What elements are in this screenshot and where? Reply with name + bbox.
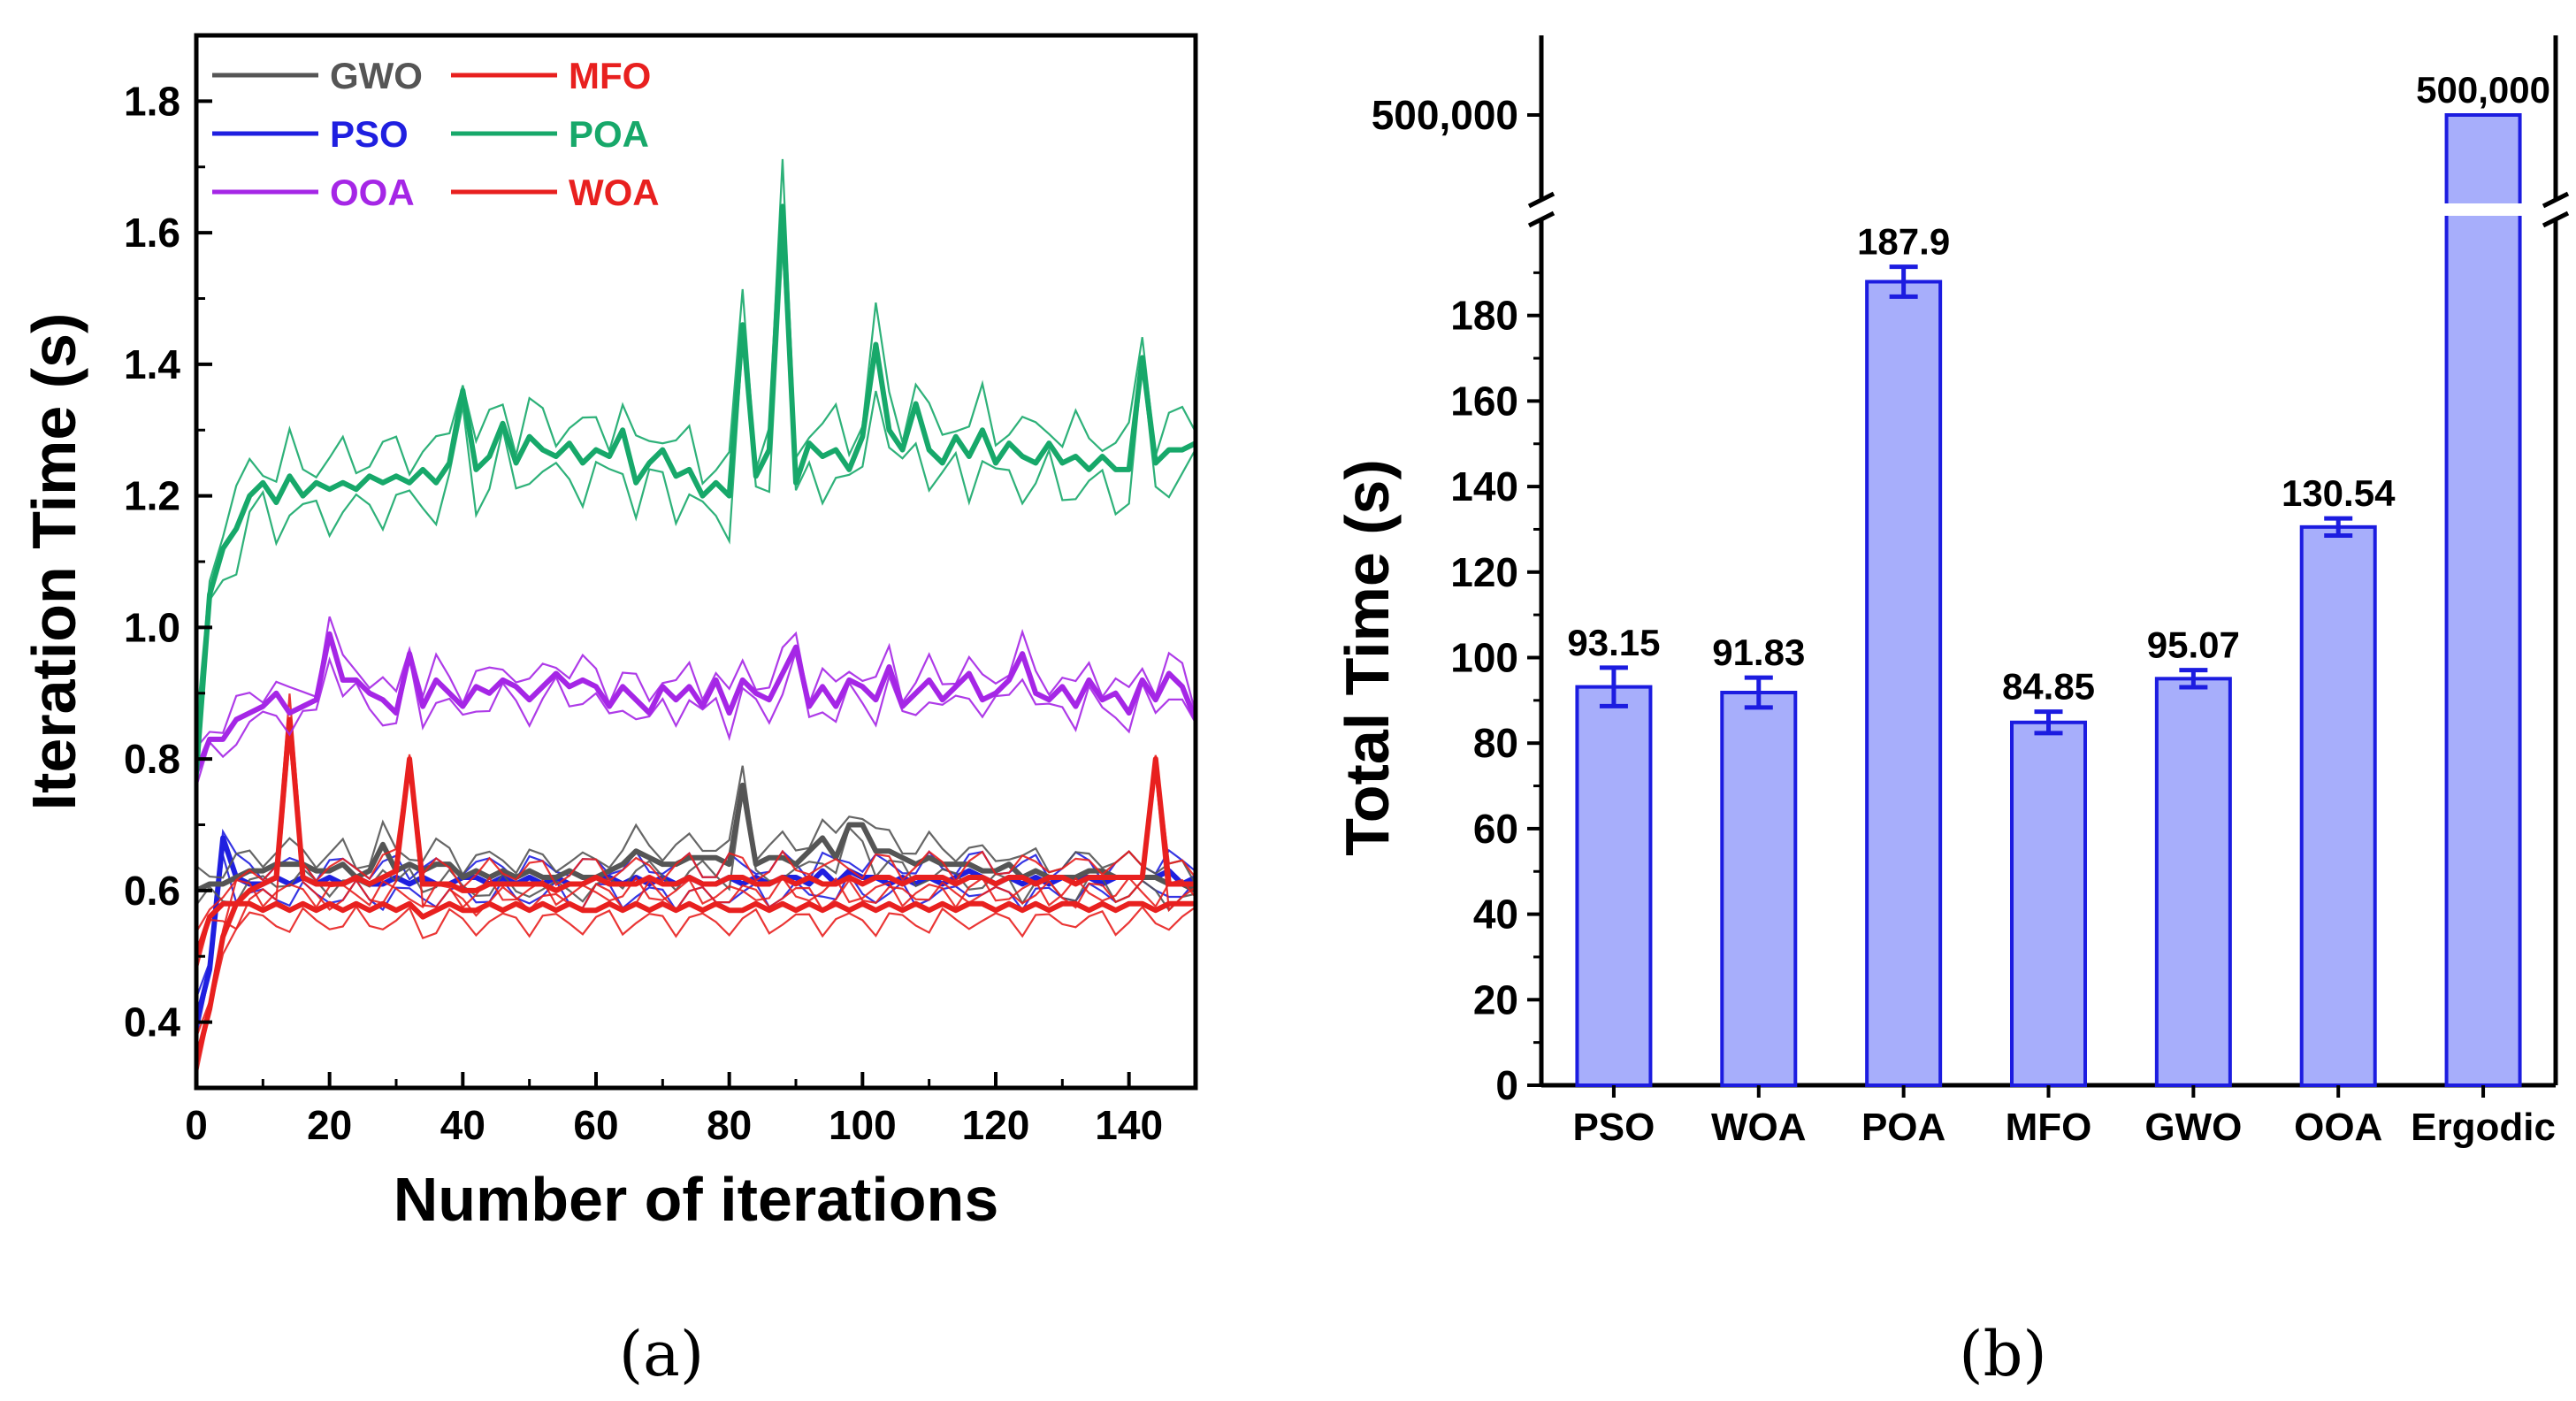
x-axis-title: Number of iterations <box>394 1165 999 1234</box>
series-band-ooa-upper <box>196 616 1196 749</box>
x-tick-label-woa: WOA <box>1711 1106 1807 1149</box>
y-tick-label: 80 <box>1473 720 1518 766</box>
data-label-poa: 187.9 <box>1857 221 1950 263</box>
plot-area <box>196 158 1196 1076</box>
x-tick-label-ergodic: Ergodic <box>2411 1106 2556 1149</box>
axis-break-mark <box>1527 191 1556 209</box>
x-tick-label-ooa: OOA <box>2294 1106 2382 1149</box>
data-label-gwo: 95.07 <box>2147 624 2240 666</box>
bar-chart-total-time: 0 20 40 60 80 100 120 140 160 180 500,000 93.15 PSO 9… <box>1333 35 2570 1149</box>
series-line-woa <box>196 900 1196 958</box>
x-tick-label: 60 <box>573 1102 618 1148</box>
x-tick-label-pso: PSO <box>1572 1106 1655 1149</box>
series-line-ooa <box>196 631 1196 774</box>
panel-caption-a: (a) <box>618 1318 705 1390</box>
series-band-woa-upper <box>196 876 1196 933</box>
y-tick-label: 1.8 <box>124 78 180 124</box>
series-band-ooa-lower <box>196 651 1196 787</box>
series-band-mfo-lower <box>196 740 1196 1076</box>
legend-label-poa: POA <box>569 113 649 155</box>
y-tick-label: 0.6 <box>124 868 180 914</box>
y-tick-label: 100 <box>1450 635 1518 681</box>
series-line-poa <box>196 203 1196 773</box>
y-tick-label: 0.4 <box>124 999 180 1045</box>
legend-label-mfo: MFO <box>569 55 651 96</box>
y-axis-title: Total Time (s) <box>1333 459 1402 856</box>
x-tick-label: 140 <box>1095 1102 1163 1148</box>
series-band-gwo-upper <box>196 765 1196 885</box>
x-tick-label: 20 <box>307 1102 352 1148</box>
bar-ooa <box>2299 524 2377 1087</box>
y-tick-label: 60 <box>1473 806 1518 852</box>
bar-gwo <box>2154 677 2232 1087</box>
data-label-ooa: 130.54 <box>2282 472 2396 514</box>
data-label-woa: 91.83 <box>1712 632 1805 673</box>
data-label-mfo: 84.85 <box>2002 666 2095 708</box>
panel-caption-b: (b) <box>1959 1318 2047 1390</box>
y-tick-label: 120 <box>1450 549 1518 595</box>
series-band-woa-lower <box>196 905 1196 971</box>
x-tick-label: 120 <box>962 1102 1030 1148</box>
y-tick-label: 160 <box>1450 378 1518 424</box>
bar-pso <box>1575 685 1653 1087</box>
x-tick-label: 80 <box>707 1102 752 1148</box>
y-axis-title: Iteration Time (s) <box>19 313 88 811</box>
y-tick-label: 1.0 <box>124 604 180 650</box>
axis-break-mark <box>2542 191 2570 209</box>
axis-break-mark <box>1527 211 1556 228</box>
x-tick-label: 0 <box>185 1102 208 1148</box>
y-tick-label: 1.2 <box>124 473 180 519</box>
y-tick-label: 1.4 <box>124 341 180 387</box>
legend-label-gwo: GWO <box>330 55 423 96</box>
x-tick-label: 40 <box>440 1102 485 1148</box>
bar-mfo <box>2010 720 2087 1087</box>
y-tick-label: 1.6 <box>124 210 180 256</box>
series-line-mfo <box>196 716 1196 1062</box>
y-tick-label: 40 <box>1473 892 1518 938</box>
bar-woa <box>1720 691 1798 1087</box>
y-tick-label: 180 <box>1450 293 1518 339</box>
legend-label-pso: PSO <box>330 113 409 155</box>
x-tick-label: 100 <box>829 1102 897 1148</box>
axis-break-mark <box>2542 211 2570 228</box>
series-band-poa-lower <box>196 244 1196 799</box>
data-label-pso: 93.15 <box>1567 622 1660 663</box>
y-tick-label: 0.8 <box>124 736 180 782</box>
legend-label-ooa: OOA <box>330 172 415 213</box>
x-tick-label-mfo: MFO <box>2006 1106 2092 1149</box>
y-tick-label: 0 <box>1495 1062 1518 1108</box>
bar-poa <box>1865 279 1943 1088</box>
legend-label-woa: WOA <box>569 172 660 213</box>
data-label-ergodic: 500,000 <box>2416 69 2550 111</box>
x-tick-label-poa: POA <box>1861 1106 1945 1149</box>
x-tick-label-gwo: GWO <box>2144 1106 2242 1149</box>
series-line-gwo <box>196 782 1196 893</box>
y-tick-label: 140 <box>1450 463 1518 509</box>
y-tick-label-upper: 500,000 <box>1372 92 1518 138</box>
bar-ergodic <box>2444 113 2522 1087</box>
series-band-mfo-upper <box>196 693 1196 1037</box>
line-chart-iteration-time: 0 20 40 60 80 100 120 140 0.4 0.6 0.8 1.0 1.2 1.4 1.6 1… <box>19 33 1198 1234</box>
y-tick-label: 20 <box>1473 976 1518 1022</box>
legend: GWO MFO PSO POA OOA WOA <box>212 55 660 213</box>
bar-break-gap <box>2441 203 2526 216</box>
series-band-poa-upper <box>196 158 1196 728</box>
